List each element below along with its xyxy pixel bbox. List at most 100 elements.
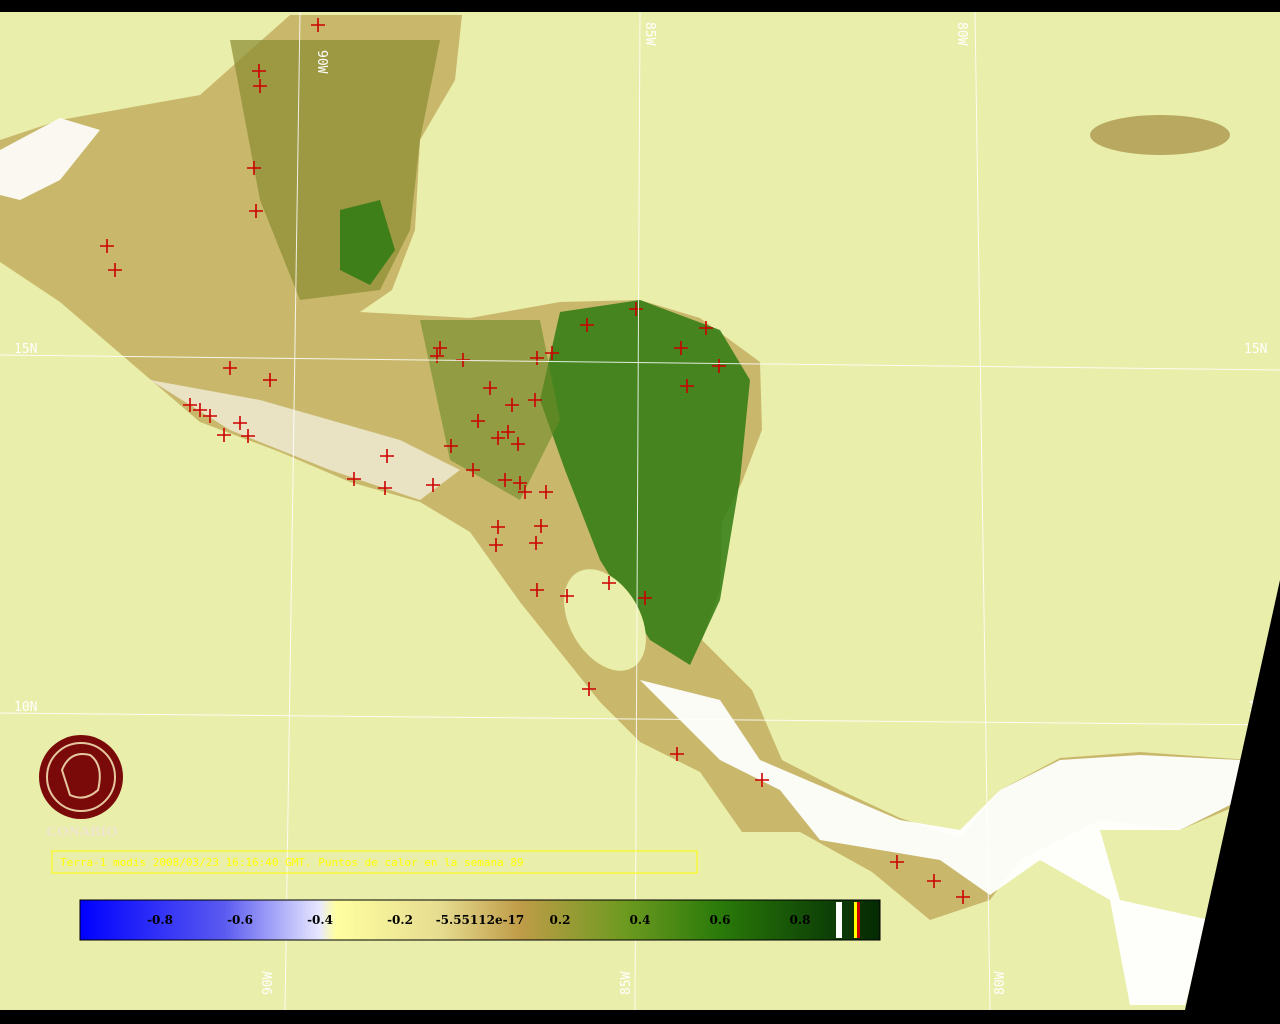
colorbar-tick-label: 0.8 [790,913,811,927]
fire-point [582,682,596,696]
vegetation [340,200,395,285]
fire-point [755,773,769,787]
cloud [0,118,100,200]
fire-points [100,0,970,904]
fire-point [511,437,525,451]
fire-point [699,321,713,335]
fire-point [466,463,480,477]
grid-label: 90W [314,50,329,74]
colorbar-tick-label: -0.2 [387,913,413,927]
logo [46,742,116,812]
border [0,0,1280,12]
fire-point [580,318,594,332]
colorbar-tick-label: -0.8 [147,913,173,927]
grid-label: 80W [954,22,969,46]
colorbar-tick-label: -0.4 [307,913,333,927]
fire-point [444,439,458,453]
grid-label: 90W [261,971,276,995]
colorbar [79,899,881,941]
colorbar-tick-label: -5.55112e-17 [436,913,525,927]
fire-point [311,18,325,32]
fire-point [513,476,527,490]
fire-point [263,373,277,387]
fire-point [501,425,515,439]
colorbar-swatch [836,902,842,938]
fire-point [489,538,503,552]
no-data [1185,580,1280,1010]
fire-point [108,263,122,277]
colorbar-tick-label: 0.4 [630,913,651,927]
fire-point [956,890,970,904]
fire-point [430,349,444,363]
fire-point [249,204,263,218]
colorbar-tick-label: 0.2 [550,913,571,927]
fire-point [252,64,266,78]
fire-point [545,346,559,360]
fire-point [378,481,392,495]
fire-point [927,874,941,888]
fire-point [253,79,267,93]
fire-point [602,576,616,590]
colorbar-ticks: -0.8 -0.6 -0.4 -0.2 -5.55112e-17 0.2 0.4 0.6 0.8 [147,913,810,927]
fire-point [471,414,485,428]
island [1090,115,1230,155]
fire-point [483,381,497,395]
fire-point [529,536,543,550]
fire-point [530,351,544,365]
vegetation [420,320,560,500]
fire-point [674,341,688,355]
grid-line [0,712,1280,726]
fire-point [491,520,505,534]
border [0,1010,1280,1024]
grid-label: 80W [993,971,1008,995]
fire-point [183,398,197,412]
grid-label: 15N [14,342,37,357]
fire-point [380,449,394,463]
fire-point [491,431,505,445]
fire-point [539,485,553,499]
fire-point [712,359,726,373]
fire-point [505,398,519,412]
logo [39,735,123,819]
colorbar-tick-label: -0.6 [227,913,253,927]
vegetation [540,300,750,665]
colorbar-swatch [854,902,857,938]
fire-point [223,361,237,375]
grid-line [0,354,1280,371]
fire-point [534,519,548,533]
cloud [640,680,1240,1005]
fire-point [890,855,904,869]
cloud [150,380,460,500]
fire-point [560,589,574,603]
logo [60,753,101,799]
fire-point [680,379,694,393]
logo-label: CONABIO [46,824,118,840]
fire-point [528,393,542,407]
fire-point [100,239,114,253]
grid-label: 85W [619,971,634,995]
fire-point [203,409,217,423]
fire-point [217,428,231,442]
grid-label: 15N [1244,342,1267,357]
fire-point [433,341,447,355]
fire-point [670,747,684,761]
lake [564,569,646,671]
fire-point [530,583,544,597]
colorbar-swatch [857,902,860,938]
grid-line [284,11,301,1011]
grid-label: 10N [14,700,37,715]
caption-box [51,850,698,874]
caption: Terra-1 modis 2008/03/23 16:16:40 GMT. P… [60,856,524,869]
fire-point [347,472,361,486]
fire-point [193,403,207,417]
fire-point [518,485,532,499]
colorbar-tick-label: 0.6 [710,913,731,927]
fire-point [247,161,261,175]
grid-label: 85W [642,22,657,46]
grid-line [634,11,641,1011]
fire-point [241,429,255,443]
fire-point [426,478,440,492]
fire-point [629,302,643,316]
fire-point [638,591,652,605]
